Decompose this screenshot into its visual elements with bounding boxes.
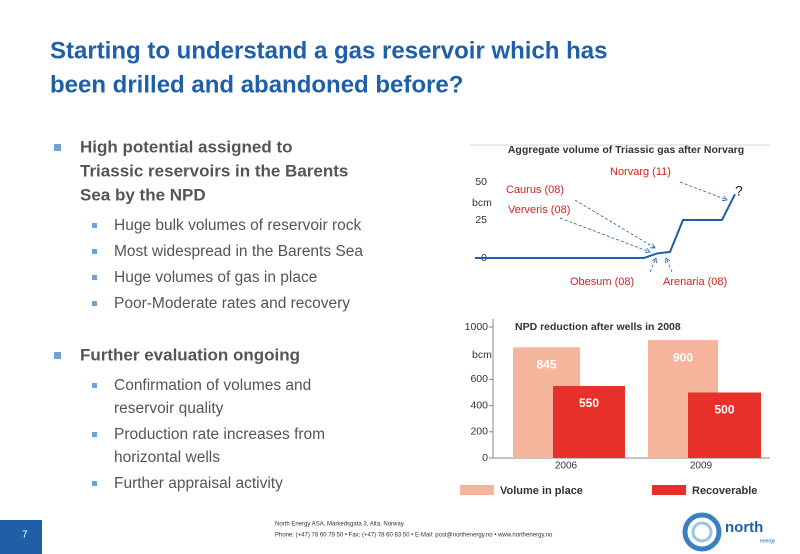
- sub-bullet-marker: [92, 481, 97, 486]
- sub-bullet-marker: [92, 249, 97, 254]
- line: [475, 193, 736, 259]
- arrow-head: [651, 257, 657, 264]
- legend-swatch: [460, 485, 494, 495]
- y-tick-label: 50: [475, 176, 487, 188]
- arrow-head: [721, 195, 728, 202]
- y-tick-label: 25: [475, 214, 487, 226]
- sub-bullet-text: Confirmation of volumes and: [114, 377, 311, 394]
- annotation-arrow: [649, 257, 657, 273]
- y-tick-label: 1000: [465, 321, 489, 333]
- sub-bullet-text: Huge bulk volumes of reservoir rock: [114, 217, 361, 234]
- slide-title: been drilled and abandoned before?: [50, 71, 463, 98]
- annotation-arrow: [574, 199, 656, 249]
- bar: [688, 392, 761, 458]
- annotation-arrow: [679, 181, 728, 201]
- bullet-text: Triassic reservoirs in the Barents: [80, 161, 348, 180]
- logo-ring-inner: [691, 521, 713, 543]
- logo-name: north: [725, 519, 763, 536]
- bullet-text: Further evaluation ongoing: [80, 345, 300, 364]
- bullet-text: High potential assigned to: [80, 137, 293, 156]
- x-tick-label: 2009: [690, 461, 713, 472]
- bar: [553, 385, 625, 458]
- sub-bullet-text: Production rate increases from: [114, 426, 325, 443]
- sub-bullet-marker: [92, 275, 97, 280]
- annotation-arrow: [559, 217, 651, 253]
- data-label: 550: [579, 396, 599, 410]
- sub-bullet-text: Poor-Moderate rates and recovery: [114, 295, 350, 312]
- annotation: Caurus (08): [506, 184, 564, 196]
- sub-bullet-marker: [92, 432, 97, 437]
- annotation-arrow: [665, 257, 673, 273]
- annotation: Obesum (08): [570, 276, 634, 288]
- annotation: Norvarg (11): [610, 166, 671, 178]
- sub-bullet-text: horizontal wells: [114, 449, 220, 466]
- sub-bullet-marker: [92, 301, 97, 306]
- x-tick-label: 2006: [555, 461, 578, 472]
- y-tick-label: 600: [470, 373, 488, 385]
- legend-swatch: [652, 485, 686, 495]
- annotation: Arenaria (08): [663, 276, 727, 288]
- arrow-head: [644, 247, 651, 254]
- arrow-head: [665, 257, 671, 264]
- chart-title: Aggregate volume of Triassic gas after N…: [508, 144, 744, 156]
- footer-text: North Energy ASA, Markedsgata 3, Alta, N…: [275, 522, 405, 528]
- sub-bullet-text: Most widespread in the Barents Sea: [114, 243, 363, 260]
- footer-text: Phone: (+47) 78 60 79 50 • Fax: (+47) 78…: [275, 533, 553, 539]
- annotation: Ververis (08): [508, 204, 570, 216]
- y-tick-label: 200: [470, 426, 488, 438]
- annotation: ?: [735, 183, 743, 199]
- sub-bullet-marker: [92, 383, 97, 388]
- slide-title: Starting to understand a gas reservoir w…: [50, 37, 607, 64]
- bullet-marker: [54, 352, 61, 359]
- bullet-marker: [54, 144, 61, 151]
- y-tick-label: 400: [470, 399, 488, 411]
- legend-label: Volume in place: [500, 485, 583, 497]
- sub-bullet-text: reservoir quality: [114, 400, 224, 417]
- chart-title: NPD reduction after wells in 2008: [515, 321, 681, 333]
- logo-sub: energy: [760, 538, 776, 544]
- data-label: 900: [673, 350, 693, 364]
- sub-bullet-marker: [92, 223, 97, 228]
- y-axis-label: bcm: [472, 197, 492, 209]
- data-label: 500: [714, 403, 734, 417]
- page-band: [0, 520, 42, 554]
- data-label: 845: [536, 357, 556, 371]
- page-number: 7: [22, 530, 28, 541]
- logo-ring: [682, 512, 722, 552]
- arrow-head: [649, 243, 656, 249]
- y-axis-label: bcm: [472, 349, 492, 361]
- bullet-text: Sea by the NPD: [80, 185, 206, 204]
- y-tick-label: 0: [482, 452, 488, 464]
- legend-label: Recoverable: [692, 485, 757, 497]
- sub-bullet-text: Further appraisal activity: [114, 475, 283, 492]
- sub-bullet-text: Huge volumes of gas in place: [114, 269, 317, 286]
